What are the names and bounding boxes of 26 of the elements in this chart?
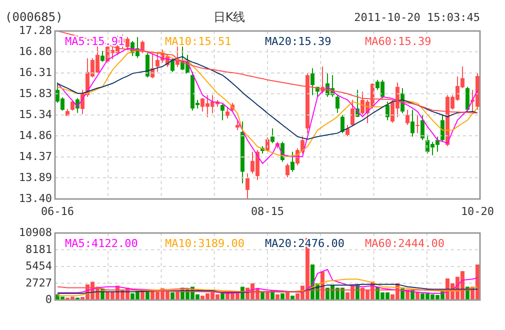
y-tick-label: 16.31 (18, 66, 52, 80)
x-tick-label: 06-16 (40, 205, 74, 218)
chart-subtitle: 日K线 (213, 10, 246, 24)
y-tick-label: 10908 (18, 226, 52, 240)
text: MA60:15.39 (365, 35, 432, 48)
y-tick-label: 16.80 (18, 44, 52, 58)
y-tick-label: 13.40 (18, 192, 52, 206)
y-tick-label: 8181 (26, 242, 52, 256)
y-tick-label: 17.28 (18, 24, 52, 38)
y-tick-label: 14.37 (18, 150, 52, 164)
series-label: MA10:15.51 (165, 35, 232, 48)
y-tick-label: 15.83 (18, 86, 52, 100)
x-tick-label: 10-20 (460, 205, 494, 218)
y-tick-label: 5454 (26, 260, 52, 273)
y-tick-label: 15.34 (18, 108, 52, 122)
x-tick-label: 08-15 (250, 205, 284, 218)
text: 2011-10-20 15:03:45 (354, 11, 480, 24)
chart-title: (000685) (5, 10, 63, 24)
text: MA60:2444.00 (365, 237, 444, 250)
y-tick-label: 14.86 (18, 128, 52, 142)
text: MA10:3189.00 (165, 237, 244, 250)
y-tick-label: 0 (45, 293, 52, 306)
y-tick-label: 13.89 (18, 170, 52, 184)
text: MA20:15.39 (265, 35, 332, 48)
y-tick-label: 2727 (26, 276, 52, 290)
text: MA5:4122.00 (65, 237, 138, 250)
